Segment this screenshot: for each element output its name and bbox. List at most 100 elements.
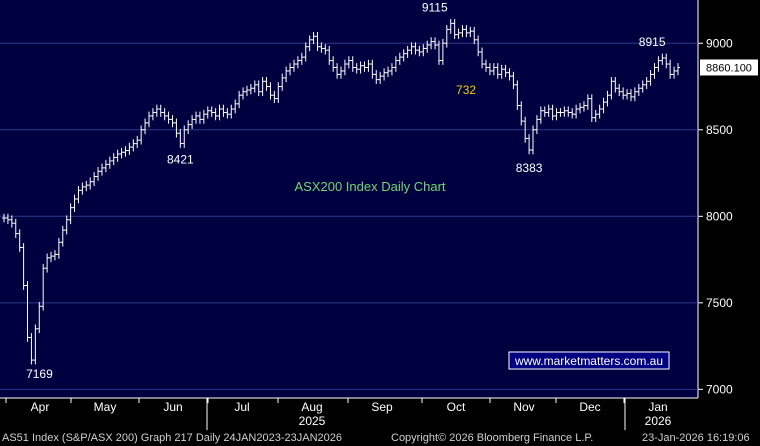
price-bar [288,63,293,76]
price-bar [209,106,214,117]
price-bar [628,89,633,102]
price-bar [186,120,191,135]
price-bar [178,128,183,148]
price-bar [119,147,124,159]
annotation-732: 732 [456,83,476,97]
last-value-label: 8860.100 [706,62,752,74]
price-bar [436,40,441,65]
price-bar [241,87,246,100]
price-bar [386,66,391,78]
price-bar [135,135,140,148]
price-bar [378,71,383,84]
month-label-sep: Sep [371,400,393,414]
month-labels: Apr May Jun Jul Aug Sep Oct Nov Dec Jan [31,400,668,414]
price-bar [327,45,332,65]
price-bar [131,139,136,152]
price-bar [158,104,163,117]
month-label-nov: Nov [513,400,534,414]
price-bar [534,115,539,135]
y-tick-label-7000: 7000 [706,382,733,396]
price-bar [248,83,253,95]
price-bar [542,106,547,117]
price-bar [323,44,328,55]
price-bar [538,106,543,124]
price-bar [382,68,387,81]
price-bar [562,106,567,117]
price-bar [25,281,30,342]
price-bar [456,28,461,39]
price-annotations: 7169 8421 9115 732 8383 8915 [26,0,666,381]
price-bar [417,45,422,57]
price-bar [76,186,81,204]
price-bar [366,59,371,72]
price-bar [601,97,606,114]
price-bar [566,106,571,117]
price-bar [72,194,77,212]
price-bar [487,63,492,76]
price-bar [33,324,38,365]
price-bar [503,64,508,78]
price-bar [150,108,155,121]
price-bar [460,25,465,38]
price-bar [589,94,594,122]
price-bar [425,40,430,53]
price-bar [103,160,108,173]
price-bar [56,237,61,259]
price-bar [397,52,402,65]
price-bar [182,125,187,148]
price-bar [621,87,626,100]
month-label-jun: Jun [163,400,182,414]
price-bar [617,83,622,97]
price-bar [264,77,269,91]
price-bar [370,59,375,79]
price-bar [476,35,481,57]
price-bar [362,61,367,72]
price-bar [444,25,449,48]
price-bar [413,42,418,55]
price-bar [13,218,18,238]
price-bar [280,73,285,91]
price-bar [252,80,257,93]
price-bar [205,106,210,119]
price-bar [37,301,42,334]
asx200-daily-chart: 7000 7500 8000 8500 9000 ASX200 Index Daily … [0,0,760,430]
price-bar [468,26,473,38]
price-bar [574,104,579,119]
price-bar [49,251,54,263]
price-bar [581,101,586,112]
annotation-7169: 7169 [26,367,53,381]
price-bar [237,90,242,109]
price-bar [45,253,50,273]
price-bar [233,99,238,114]
price-bar [483,59,488,72]
price-bar [80,182,85,195]
price-bar [303,42,308,62]
watermark-box [508,351,670,370]
price-bar [578,102,583,114]
price-bar [291,59,296,72]
price-bar [41,263,46,311]
price-bar [374,70,379,84]
price-bar [194,111,199,124]
month-label-may: May [94,400,117,414]
price-bar [162,108,167,121]
price-bar [21,243,26,290]
price-bar [260,77,265,97]
price-bar [676,63,680,76]
price-bar [154,104,159,117]
price-bar [268,82,273,100]
price-bar [143,118,148,135]
grid-lines [0,42,698,390]
price-bar [315,32,320,52]
price-bar [319,42,324,53]
price-bar [554,108,559,121]
price-bar [507,68,512,81]
price-bar [389,63,394,76]
month-label-jul: Jul [234,400,249,414]
annotation-9115: 9115 [422,0,448,14]
footer-security-info: AS51 Index (S&P/ASX 200) Graph 217 Daily… [2,432,342,444]
price-bar [295,56,300,69]
price-bar [111,153,116,166]
price-bar [405,45,410,58]
price-bar [527,134,532,155]
